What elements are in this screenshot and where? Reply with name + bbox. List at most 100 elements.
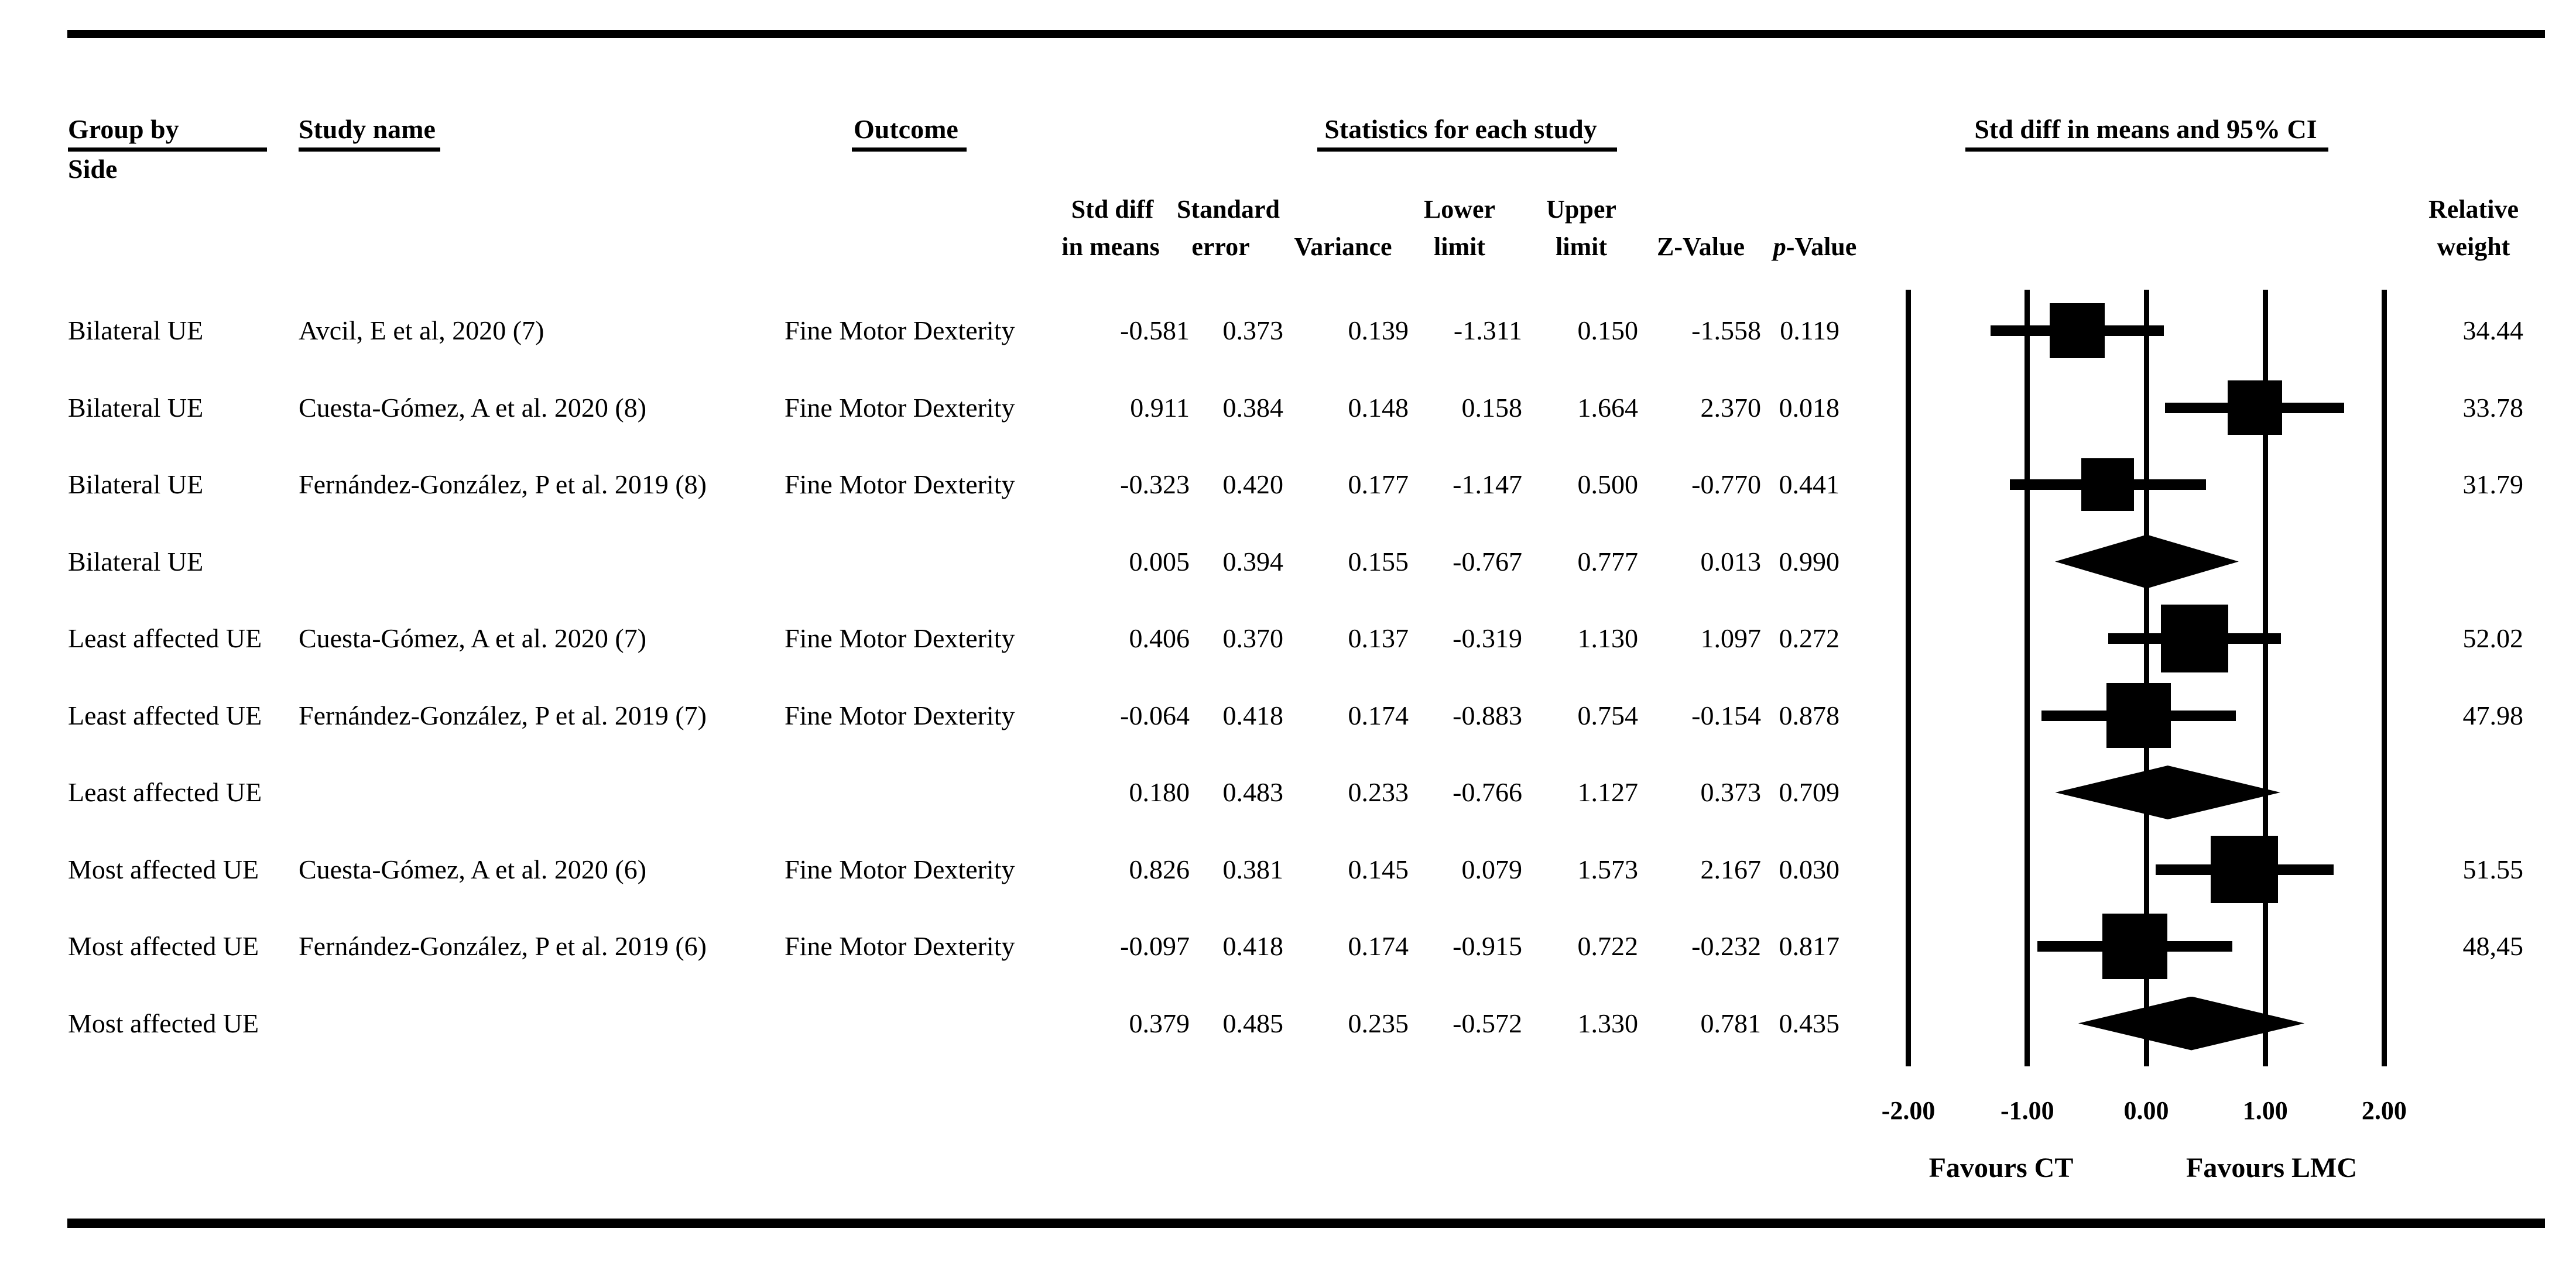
axis-tick-label: 2.00 [2361, 1096, 2407, 1125]
effect-square [2049, 303, 2105, 358]
row-outcome-label: Fine Motor Dexterity [785, 315, 1015, 345]
plot-gridline [2262, 290, 2268, 1066]
stat-value: 0.370 [1222, 623, 1284, 653]
row-study-name: Avcil, E et al, 2020 (7) [299, 315, 544, 345]
stat-value: -1.147 [1453, 469, 1522, 499]
stat-value: 0.272 [1779, 623, 1840, 653]
ci-header: Std diff in means and 95% CI [1974, 114, 2317, 144]
stat-value: 0.754 [1577, 700, 1639, 730]
stat-value: -1.311 [1453, 315, 1522, 345]
stat-value: 0.781 [1700, 1008, 1762, 1038]
summary-diamond [2055, 766, 2280, 819]
study-name-header: Study name [299, 114, 436, 144]
stat-value: 0.145 [1348, 854, 1409, 884]
stat-value: 2.370 [1700, 392, 1762, 423]
stat-value: 0.158 [1461, 392, 1523, 423]
effect-square [2081, 458, 2135, 512]
effect-square [2211, 836, 2279, 903]
standard-header-line1: Standard [1176, 195, 1280, 224]
row-study-name: Fernández-González, P et al. 2019 (7) [299, 700, 707, 730]
ci-underline [1965, 147, 2328, 152]
row-study-name: Cuesta-Gómez, A et al. 2020 (8) [299, 392, 647, 423]
bottom-rule [67, 1219, 2545, 1228]
stat-value: 0.079 [1461, 854, 1523, 884]
row-outcome-label: Fine Motor Dexterity [785, 700, 1015, 730]
std-diff-header-line2: in means [1061, 232, 1160, 261]
stat-value: 0.030 [1779, 854, 1840, 884]
group-by-sub-header: Side [68, 154, 118, 184]
row-group-label: Least affected UE [68, 777, 262, 807]
relative-weight-value: 52.02 [2462, 623, 2524, 653]
stat-value: 0.180 [1129, 777, 1190, 807]
stat-value: 0.155 [1348, 546, 1409, 576]
relative-weight-value: 47.98 [2462, 700, 2524, 730]
stat-value: 0.418 [1222, 700, 1284, 730]
upper-header-line1: Upper [1546, 195, 1616, 224]
stat-value: 0.379 [1129, 1008, 1190, 1038]
stat-value: 0.373 [1222, 315, 1284, 345]
stat-value: -1.558 [1691, 315, 1761, 345]
outcome-underline [852, 147, 967, 152]
relative-weight-header-line1: Relative [2428, 195, 2519, 224]
stat-value: -0.770 [1691, 469, 1761, 499]
relative-weight-value: 51.55 [2462, 854, 2524, 884]
upper-header-line2: limit [1556, 232, 1607, 261]
stat-value: 1.573 [1577, 854, 1639, 884]
stat-value: 0.441 [1779, 469, 1840, 499]
row-group-label: Most affected UE [68, 1008, 259, 1038]
p-value-header: p-Value [1773, 232, 1857, 262]
stat-value: 0.177 [1348, 469, 1409, 499]
relative-weight-value: 33.78 [2462, 392, 2524, 423]
outcome-header: Outcome [854, 114, 958, 144]
stat-value: 0.826 [1129, 854, 1190, 884]
statistics-header: Statistics for each study [1324, 114, 1597, 144]
stat-value: 0.406 [1129, 623, 1190, 653]
stat-value: 0.777 [1577, 546, 1639, 576]
effect-square [2227, 380, 2282, 435]
stat-value: -0.883 [1453, 700, 1522, 730]
summary-diamond [2055, 534, 2239, 589]
plot-gridline [2025, 290, 2030, 1066]
stat-value: 0.137 [1348, 623, 1409, 653]
lower-header-line1: Lower [1423, 195, 1496, 224]
row-group-label: Least affected UE [68, 623, 262, 653]
stat-value: -0.572 [1453, 1008, 1522, 1038]
effect-square [2106, 683, 2171, 748]
row-study-name: Fernández-González, P et al. 2019 (8) [299, 469, 707, 499]
stat-value: 0.139 [1348, 315, 1409, 345]
stat-value: -0.097 [1120, 931, 1190, 961]
plot-gridline [2381, 290, 2387, 1066]
stat-value: 0.013 [1700, 546, 1762, 576]
row-outcome-label: Fine Motor Dexterity [785, 623, 1015, 653]
stat-value: 1.130 [1577, 623, 1639, 653]
stat-value: 0.235 [1348, 1008, 1409, 1038]
row-group-label: Bilateral UE [68, 546, 204, 576]
std-diff-header-line1: Std diff [1071, 195, 1154, 224]
stat-value: 1.097 [1700, 623, 1762, 653]
top-rule [67, 30, 2545, 38]
stat-value: -0.232 [1691, 931, 1761, 961]
group-by-underline [68, 147, 267, 152]
summary-diamond [2078, 996, 2305, 1051]
stat-value: 0.435 [1779, 1008, 1840, 1038]
stat-value: 0.817 [1779, 931, 1840, 961]
row-outcome-label: Fine Motor Dexterity [785, 392, 1015, 423]
z-value-header: Z-Value [1657, 232, 1745, 261]
stat-value: 0.878 [1779, 700, 1840, 730]
stat-value: 0.018 [1779, 392, 1840, 423]
row-group-label: Bilateral UE [68, 469, 204, 499]
favours-left-label: Favours CT [1928, 1152, 2074, 1183]
stat-value: 0.174 [1348, 700, 1409, 730]
row-group-label: Most affected UE [68, 931, 259, 961]
statistics-underline [1317, 147, 1617, 152]
stat-value: 0.911 [1130, 392, 1190, 423]
stat-value: -0.323 [1120, 469, 1190, 499]
stat-value: 1.330 [1577, 1008, 1639, 1038]
row-study-name: Fernández-González, P et al. 2019 (6) [299, 931, 707, 961]
axis-tick-label: 0.00 [2123, 1096, 2169, 1125]
group-by-header: Group by [68, 114, 179, 144]
stat-value: 0.384 [1222, 392, 1284, 423]
stat-value: -0.319 [1453, 623, 1522, 653]
row-group-label: Bilateral UE [68, 392, 204, 423]
